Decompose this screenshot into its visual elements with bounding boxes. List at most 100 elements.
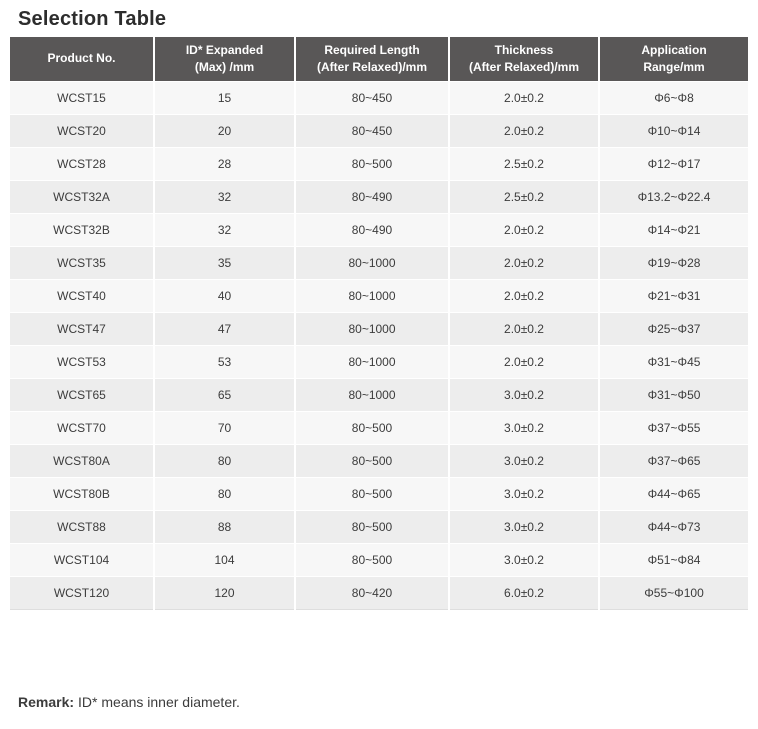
cell-product-no: WCST28: [10, 148, 153, 180]
cell-product-no: WCST15: [10, 82, 153, 114]
cell-required-length: 80~1000: [296, 379, 448, 411]
cell-thickness: 2.0±0.2: [450, 82, 598, 114]
cell-application-range: Φ12~Φ17: [600, 148, 748, 180]
cell-thickness: 2.0±0.2: [450, 346, 598, 378]
cell-thickness: 2.0±0.2: [450, 214, 598, 246]
cell-product-no: WCST104: [10, 544, 153, 576]
cell-product-no: WCST20: [10, 115, 153, 147]
cell-application-range: Φ37~Φ65: [600, 445, 748, 477]
cell-application-range: Φ37~Φ55: [600, 412, 748, 444]
col-header-required-length: Required Length (After Relaxed)/mm: [296, 37, 448, 81]
cell-id-expanded-max: 32: [155, 214, 294, 246]
table-row: WCST20 20 80~450 2.0±0.2 Φ10~Φ14: [10, 115, 748, 147]
table-row: WCST47 47 80~1000 2.0±0.2 Φ25~Φ37: [10, 313, 748, 345]
cell-id-expanded-max: 65: [155, 379, 294, 411]
cell-product-no: WCST70: [10, 412, 153, 444]
cell-product-no: WCST53: [10, 346, 153, 378]
cell-application-range: Φ19~Φ28: [600, 247, 748, 279]
table-row: WCST104 104 80~500 3.0±0.2 Φ51~Φ84: [10, 544, 748, 576]
cell-thickness: 2.5±0.2: [450, 148, 598, 180]
col-header-thickness: Thickness (After Relaxed)/mm: [450, 37, 598, 81]
cell-id-expanded-max: 28: [155, 148, 294, 180]
cell-id-expanded-max: 32: [155, 181, 294, 213]
cell-application-range: Φ51~Φ84: [600, 544, 748, 576]
table-row: WCST80A 80 80~500 3.0±0.2 Φ37~Φ65: [10, 445, 748, 477]
cell-thickness: 2.0±0.2: [450, 115, 598, 147]
table-body: WCST15 15 80~450 2.0±0.2 Φ6~Φ8 WCST20 20 80~450…: [10, 82, 748, 610]
cell-thickness: 3.0±0.2: [450, 445, 598, 477]
cell-thickness: 6.0±0.2: [450, 577, 598, 610]
cell-required-length: 80~500: [296, 478, 448, 510]
cell-product-no: WCST32B: [10, 214, 153, 246]
table-row: WCST70 70 80~500 3.0±0.2 Φ37~Φ55: [10, 412, 748, 444]
cell-application-range: Φ21~Φ31: [600, 280, 748, 312]
cell-required-length: 80~1000: [296, 346, 448, 378]
cell-application-range: Φ44~Φ65: [600, 478, 748, 510]
cell-product-no: WCST47: [10, 313, 153, 345]
cell-thickness: 3.0±0.2: [450, 478, 598, 510]
cell-required-length: 80~500: [296, 412, 448, 444]
selection-table: Product No. ID* Expanded (Max) /mm Requi…: [8, 36, 750, 611]
table-row: WCST15 15 80~450 2.0±0.2 Φ6~Φ8: [10, 82, 748, 114]
cell-application-range: Φ31~Φ45: [600, 346, 748, 378]
col-header-product-no: Product No.: [10, 37, 153, 81]
cell-thickness: 2.5±0.2: [450, 181, 598, 213]
cell-id-expanded-max: 80: [155, 445, 294, 477]
cell-required-length: 80~490: [296, 181, 448, 213]
cell-required-length: 80~500: [296, 544, 448, 576]
table-row: WCST88 88 80~500 3.0±0.2 Φ44~Φ73: [10, 511, 748, 543]
remark-label: Remark:: [18, 694, 75, 710]
table-row: WCST35 35 80~1000 2.0±0.2 Φ19~Φ28: [10, 247, 748, 279]
cell-application-range: Φ55~Φ100: [600, 577, 748, 610]
col-header-application-range: Application Range/mm: [600, 37, 748, 81]
cell-id-expanded-max: 20: [155, 115, 294, 147]
cell-thickness: 3.0±0.2: [450, 511, 598, 543]
cell-thickness: 2.0±0.2: [450, 247, 598, 279]
cell-id-expanded-max: 40: [155, 280, 294, 312]
cell-id-expanded-max: 120: [155, 577, 294, 610]
cell-required-length: 80~450: [296, 115, 448, 147]
cell-id-expanded-max: 47: [155, 313, 294, 345]
table-row: WCST53 53 80~1000 2.0±0.2 Φ31~Φ45: [10, 346, 748, 378]
cell-product-no: WCST80A: [10, 445, 153, 477]
cell-required-length: 80~500: [296, 445, 448, 477]
cell-application-range: Φ31~Φ50: [600, 379, 748, 411]
page-title: Selection Table: [18, 8, 167, 30]
cell-id-expanded-max: 104: [155, 544, 294, 576]
cell-id-expanded-max: 35: [155, 247, 294, 279]
table-row: WCST32A 32 80~490 2.5±0.2 Φ13.2~Φ22.4: [10, 181, 748, 213]
cell-required-length: 80~1000: [296, 280, 448, 312]
col-header-id-expanded-max: ID* Expanded (Max) /mm: [155, 37, 294, 81]
cell-product-no: WCST32A: [10, 181, 153, 213]
cell-required-length: 80~500: [296, 148, 448, 180]
cell-product-no: WCST80B: [10, 478, 153, 510]
cell-thickness: 2.0±0.2: [450, 280, 598, 312]
cell-product-no: WCST65: [10, 379, 153, 411]
remark-text: ID* means inner diameter.: [78, 694, 240, 710]
cell-id-expanded-max: 70: [155, 412, 294, 444]
table-row: WCST120 120 80~420 6.0±0.2 Φ55~Φ100: [10, 577, 748, 610]
cell-application-range: Φ13.2~Φ22.4: [600, 181, 748, 213]
table-row: WCST40 40 80~1000 2.0±0.2 Φ21~Φ31: [10, 280, 748, 312]
table-row: WCST32B 32 80~490 2.0±0.2 Φ14~Φ21: [10, 214, 748, 246]
table-row: WCST80B 80 80~500 3.0±0.2 Φ44~Φ65: [10, 478, 748, 510]
cell-required-length: 80~1000: [296, 313, 448, 345]
cell-thickness: 3.0±0.2: [450, 544, 598, 576]
cell-application-range: Φ25~Φ37: [600, 313, 748, 345]
cell-product-no: WCST120: [10, 577, 153, 610]
table-row: WCST28 28 80~500 2.5±0.2 Φ12~Φ17: [10, 148, 748, 180]
cell-id-expanded-max: 80: [155, 478, 294, 510]
cell-id-expanded-max: 88: [155, 511, 294, 543]
cell-id-expanded-max: 15: [155, 82, 294, 114]
cell-required-length: 80~450: [296, 82, 448, 114]
remark: Remark: ID* means inner diameter.: [18, 694, 240, 710]
cell-product-no: WCST35: [10, 247, 153, 279]
table-row: WCST65 65 80~1000 3.0±0.2 Φ31~Φ50: [10, 379, 748, 411]
cell-thickness: 2.0±0.2: [450, 313, 598, 345]
cell-application-range: Φ14~Φ21: [600, 214, 748, 246]
cell-product-no: WCST88: [10, 511, 153, 543]
cell-thickness: 3.0±0.2: [450, 379, 598, 411]
cell-id-expanded-max: 53: [155, 346, 294, 378]
cell-thickness: 3.0±0.2: [450, 412, 598, 444]
table-header-row: Product No. ID* Expanded (Max) /mm Requi…: [10, 37, 748, 81]
